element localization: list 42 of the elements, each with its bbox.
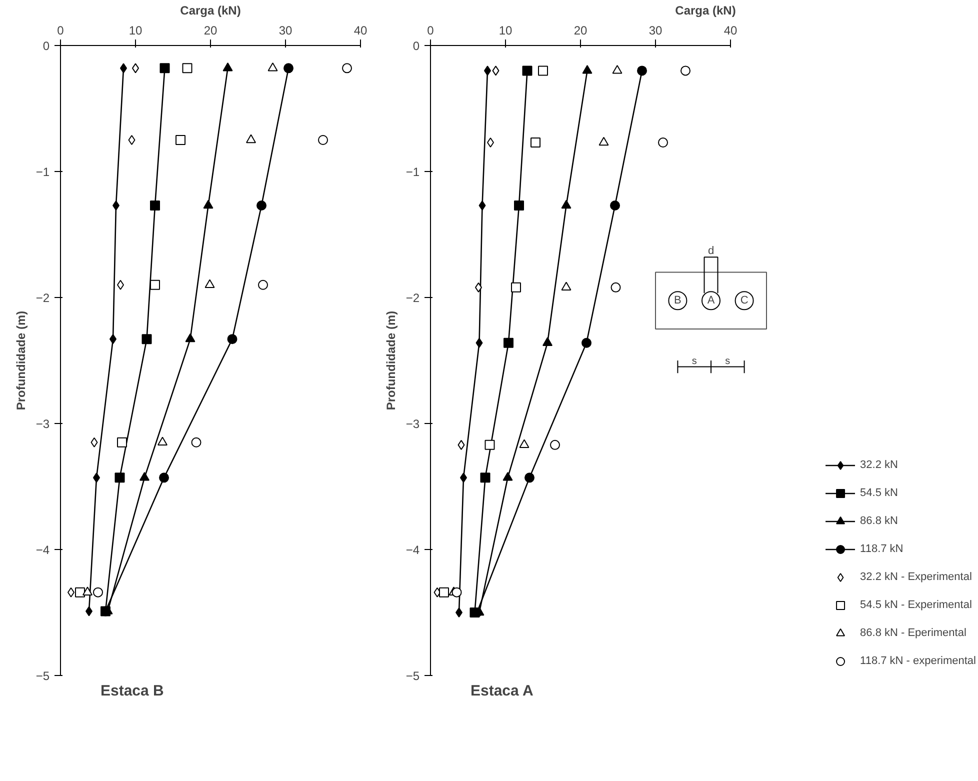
text: Estaca A xyxy=(470,682,534,700)
x-tick-label: 40 xyxy=(724,24,738,38)
x-tick-label: 30 xyxy=(648,24,662,38)
x-tick-label: 10 xyxy=(498,24,512,38)
annotation: B xyxy=(674,294,682,307)
annotation: A xyxy=(707,294,716,307)
text: C xyxy=(740,294,748,307)
legend-label: 32.2 kN xyxy=(860,459,898,471)
legend-label: 86.8 kN xyxy=(860,515,898,527)
x-axis-title: Carga (kN) xyxy=(180,4,241,18)
legend-label: 54.5 kN - Experimental xyxy=(860,599,972,611)
legend-label: 118.7 kN xyxy=(860,543,904,555)
x-tick-label: 0 xyxy=(427,24,434,38)
x-tick-label: 0 xyxy=(57,24,64,38)
legend-label: 54.5 kN xyxy=(860,487,898,499)
y-tick-label: −2 xyxy=(36,291,50,305)
y-tick-label: −5 xyxy=(36,669,50,683)
y-tick-label: 0 xyxy=(412,39,420,53)
x-tick-label: 20 xyxy=(204,24,218,38)
legend-label: 118.7 kN - experimental xyxy=(860,655,976,667)
x-tick-label: 40 xyxy=(354,24,368,38)
x-axis-title: Carga (kN) xyxy=(675,4,736,18)
annotation: s xyxy=(692,356,697,367)
legend-label: 86.8 kN - Eperimental xyxy=(860,627,966,639)
y-tick-label: −4 xyxy=(406,543,420,557)
x-tick-label: 30 xyxy=(278,24,292,38)
y-tick-label: −2 xyxy=(406,291,420,305)
y-tick-label: −1 xyxy=(36,165,50,179)
x-tick-label: 10 xyxy=(128,24,142,38)
y-tick-label: 0 xyxy=(42,39,50,53)
y-axis-title: Profundidade (m) xyxy=(384,310,398,410)
annotation: d xyxy=(708,245,714,258)
y-tick-label: −5 xyxy=(406,669,420,683)
annotation: s xyxy=(725,356,730,367)
y-tick-label: −4 xyxy=(36,543,50,557)
y-tick-label: −3 xyxy=(406,417,420,431)
text: Estaca B xyxy=(100,682,164,700)
x-tick-label: 20 xyxy=(574,24,588,38)
y-axis-title: Profundidade (m) xyxy=(14,310,28,410)
y-tick-label: −3 xyxy=(36,417,50,431)
y-tick-label: −1 xyxy=(406,165,420,179)
legend-label: 32.2 kN - Experimental xyxy=(860,571,972,583)
